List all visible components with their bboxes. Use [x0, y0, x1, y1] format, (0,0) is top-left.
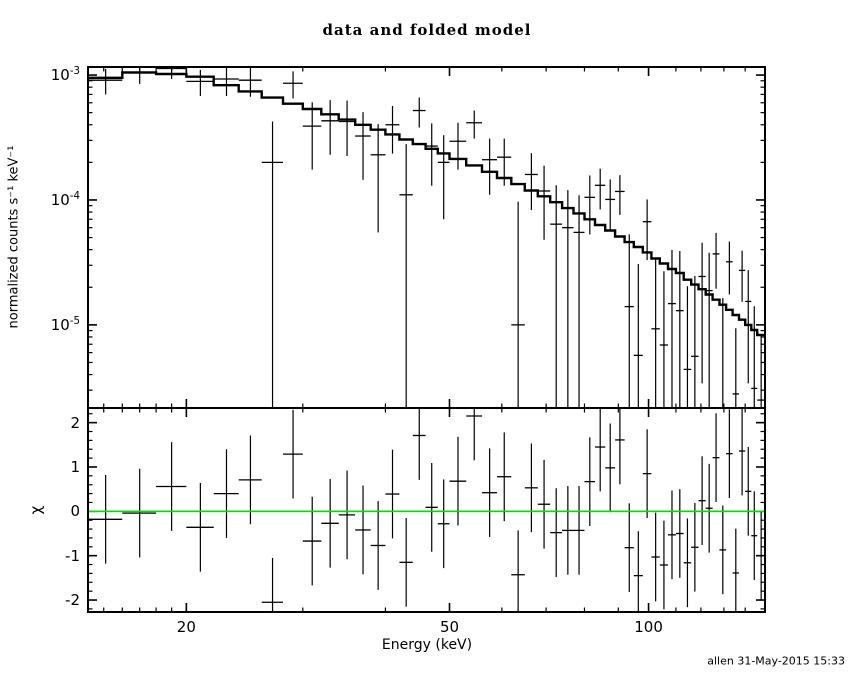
- x-tick-label: 20: [176, 618, 196, 636]
- y-tick-label: 0: [70, 502, 80, 521]
- y-tick-label: -2: [65, 591, 80, 610]
- y-tick-label: -1: [65, 546, 80, 565]
- plot-title: data and folded model: [322, 21, 532, 39]
- y-tick-label: 2: [70, 413, 80, 432]
- model-line: [88, 71, 765, 337]
- y-tick-label: 1: [70, 457, 80, 476]
- y-tick-label: 10-4: [50, 190, 80, 209]
- residual-points: [88, 408, 765, 612]
- x-tick-label: 50: [439, 618, 460, 636]
- data-points: [88, 67, 765, 407]
- y-tick-label: 10-5: [50, 315, 80, 334]
- x-axis-label: Energy (keV): [381, 637, 473, 653]
- timestamp-label: allen 31-May-2015 15:33: [707, 654, 845, 668]
- y-axis-label-counts: normalized counts s⁻¹ keV⁻¹: [6, 145, 22, 329]
- x-tick-label: 100: [634, 618, 663, 636]
- y-tick-label: 10-3: [50, 66, 80, 85]
